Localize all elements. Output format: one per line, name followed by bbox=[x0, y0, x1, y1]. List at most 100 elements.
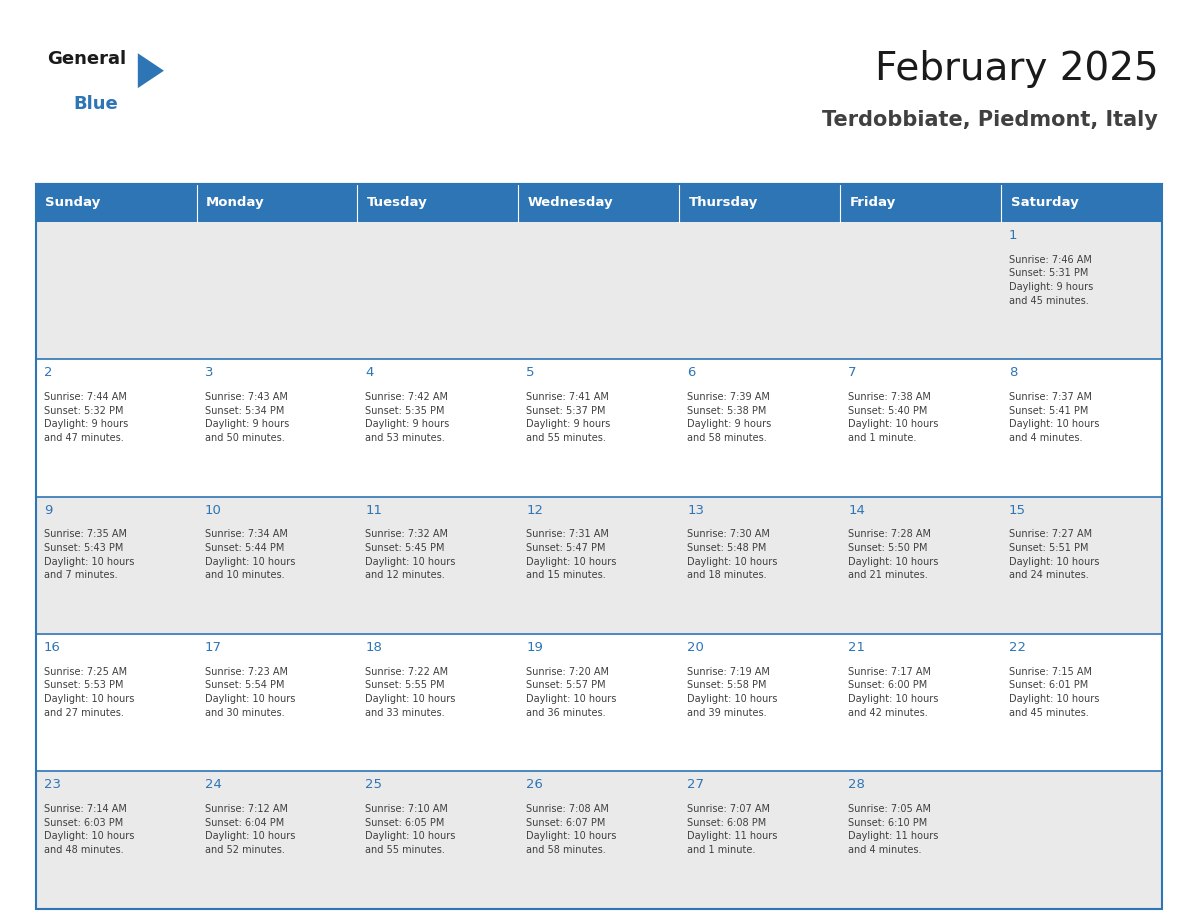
Bar bbox=[840, 360, 1001, 497]
Text: Sunrise: 7:10 AM
Sunset: 6:05 PM
Daylight: 10 hours
and 55 minutes.: Sunrise: 7:10 AM Sunset: 6:05 PM Dayligh… bbox=[366, 804, 456, 855]
Bar bbox=[196, 634, 358, 771]
Text: Friday: Friday bbox=[849, 196, 896, 209]
Bar bbox=[36, 634, 196, 771]
Text: 24: 24 bbox=[204, 778, 221, 791]
Text: Sunrise: 7:07 AM
Sunset: 6:08 PM
Daylight: 11 hours
and 1 minute.: Sunrise: 7:07 AM Sunset: 6:08 PM Dayligh… bbox=[687, 804, 778, 855]
Bar bbox=[36, 222, 196, 360]
Text: 14: 14 bbox=[848, 504, 865, 517]
Bar bbox=[1001, 360, 1162, 497]
Text: 20: 20 bbox=[687, 641, 704, 654]
Bar bbox=[196, 222, 358, 360]
Text: 26: 26 bbox=[526, 778, 543, 791]
Text: Sunrise: 7:08 AM
Sunset: 6:07 PM
Daylight: 10 hours
and 58 minutes.: Sunrise: 7:08 AM Sunset: 6:07 PM Dayligh… bbox=[526, 804, 617, 855]
Text: Blue: Blue bbox=[74, 95, 119, 113]
Text: Sunrise: 7:14 AM
Sunset: 6:03 PM
Daylight: 10 hours
and 48 minutes.: Sunrise: 7:14 AM Sunset: 6:03 PM Dayligh… bbox=[44, 804, 134, 855]
Text: 28: 28 bbox=[848, 778, 865, 791]
Bar bbox=[680, 634, 840, 771]
Bar bbox=[36, 184, 196, 222]
Bar bbox=[840, 634, 1001, 771]
Bar bbox=[358, 771, 518, 909]
Text: Sunrise: 7:28 AM
Sunset: 5:50 PM
Daylight: 10 hours
and 21 minutes.: Sunrise: 7:28 AM Sunset: 5:50 PM Dayligh… bbox=[848, 530, 939, 580]
Bar bbox=[196, 771, 358, 909]
Text: Sunrise: 7:42 AM
Sunset: 5:35 PM
Daylight: 9 hours
and 53 minutes.: Sunrise: 7:42 AM Sunset: 5:35 PM Dayligh… bbox=[366, 392, 450, 442]
Bar bbox=[680, 360, 840, 497]
Bar bbox=[36, 184, 1162, 909]
Bar bbox=[680, 184, 840, 222]
Bar bbox=[1001, 771, 1162, 909]
Bar bbox=[1001, 184, 1162, 222]
Text: Sunrise: 7:15 AM
Sunset: 6:01 PM
Daylight: 10 hours
and 45 minutes.: Sunrise: 7:15 AM Sunset: 6:01 PM Dayligh… bbox=[1009, 666, 1099, 718]
Bar bbox=[680, 771, 840, 909]
Text: Sunrise: 7:12 AM
Sunset: 6:04 PM
Daylight: 10 hours
and 52 minutes.: Sunrise: 7:12 AM Sunset: 6:04 PM Dayligh… bbox=[204, 804, 295, 855]
Text: 22: 22 bbox=[1009, 641, 1026, 654]
Bar bbox=[680, 222, 840, 360]
Text: Sunrise: 7:44 AM
Sunset: 5:32 PM
Daylight: 9 hours
and 47 minutes.: Sunrise: 7:44 AM Sunset: 5:32 PM Dayligh… bbox=[44, 392, 128, 442]
Text: Sunrise: 7:19 AM
Sunset: 5:58 PM
Daylight: 10 hours
and 39 minutes.: Sunrise: 7:19 AM Sunset: 5:58 PM Dayligh… bbox=[687, 666, 778, 718]
Text: Sunrise: 7:27 AM
Sunset: 5:51 PM
Daylight: 10 hours
and 24 minutes.: Sunrise: 7:27 AM Sunset: 5:51 PM Dayligh… bbox=[1009, 530, 1099, 580]
Bar bbox=[840, 497, 1001, 634]
Bar bbox=[358, 360, 518, 497]
Text: Sunrise: 7:30 AM
Sunset: 5:48 PM
Daylight: 10 hours
and 18 minutes.: Sunrise: 7:30 AM Sunset: 5:48 PM Dayligh… bbox=[687, 530, 778, 580]
Text: Sunrise: 7:41 AM
Sunset: 5:37 PM
Daylight: 9 hours
and 55 minutes.: Sunrise: 7:41 AM Sunset: 5:37 PM Dayligh… bbox=[526, 392, 611, 442]
Bar bbox=[196, 184, 358, 222]
Text: 15: 15 bbox=[1009, 504, 1026, 517]
Text: Sunrise: 7:32 AM
Sunset: 5:45 PM
Daylight: 10 hours
and 12 minutes.: Sunrise: 7:32 AM Sunset: 5:45 PM Dayligh… bbox=[366, 530, 456, 580]
Text: Sunrise: 7:39 AM
Sunset: 5:38 PM
Daylight: 9 hours
and 58 minutes.: Sunrise: 7:39 AM Sunset: 5:38 PM Dayligh… bbox=[687, 392, 771, 442]
Text: 8: 8 bbox=[1009, 366, 1017, 379]
Text: 21: 21 bbox=[848, 641, 865, 654]
Bar bbox=[358, 184, 518, 222]
Text: 11: 11 bbox=[366, 504, 383, 517]
Text: 18: 18 bbox=[366, 641, 383, 654]
Bar bbox=[358, 222, 518, 360]
Text: Tuesday: Tuesday bbox=[367, 196, 428, 209]
Text: Sunrise: 7:34 AM
Sunset: 5:44 PM
Daylight: 10 hours
and 10 minutes.: Sunrise: 7:34 AM Sunset: 5:44 PM Dayligh… bbox=[204, 530, 295, 580]
Text: February 2025: February 2025 bbox=[874, 50, 1158, 88]
Bar bbox=[518, 497, 680, 634]
Polygon shape bbox=[138, 53, 164, 88]
Text: 16: 16 bbox=[44, 641, 61, 654]
Bar bbox=[196, 497, 358, 634]
Bar bbox=[840, 222, 1001, 360]
Text: Wednesday: Wednesday bbox=[527, 196, 613, 209]
Text: Sunrise: 7:43 AM
Sunset: 5:34 PM
Daylight: 9 hours
and 50 minutes.: Sunrise: 7:43 AM Sunset: 5:34 PM Dayligh… bbox=[204, 392, 289, 442]
Text: Terdobbiate, Piedmont, Italy: Terdobbiate, Piedmont, Italy bbox=[822, 110, 1158, 130]
Text: 3: 3 bbox=[204, 366, 213, 379]
Text: 2: 2 bbox=[44, 366, 52, 379]
Bar bbox=[358, 634, 518, 771]
Text: 13: 13 bbox=[687, 504, 704, 517]
Text: 5: 5 bbox=[526, 366, 535, 379]
Text: 4: 4 bbox=[366, 366, 374, 379]
Text: Sunrise: 7:35 AM
Sunset: 5:43 PM
Daylight: 10 hours
and 7 minutes.: Sunrise: 7:35 AM Sunset: 5:43 PM Dayligh… bbox=[44, 530, 134, 580]
Text: Thursday: Thursday bbox=[689, 196, 758, 209]
Text: 10: 10 bbox=[204, 504, 221, 517]
Text: Saturday: Saturday bbox=[1011, 196, 1079, 209]
Bar bbox=[1001, 222, 1162, 360]
Text: Sunrise: 7:22 AM
Sunset: 5:55 PM
Daylight: 10 hours
and 33 minutes.: Sunrise: 7:22 AM Sunset: 5:55 PM Dayligh… bbox=[366, 666, 456, 718]
Bar bbox=[518, 184, 680, 222]
Text: Sunrise: 7:46 AM
Sunset: 5:31 PM
Daylight: 9 hours
and 45 minutes.: Sunrise: 7:46 AM Sunset: 5:31 PM Dayligh… bbox=[1009, 254, 1093, 306]
Text: 12: 12 bbox=[526, 504, 543, 517]
Text: General: General bbox=[48, 50, 127, 69]
Text: 17: 17 bbox=[204, 641, 222, 654]
Bar bbox=[196, 360, 358, 497]
Text: Monday: Monday bbox=[207, 196, 265, 209]
Bar bbox=[518, 222, 680, 360]
Text: 7: 7 bbox=[848, 366, 857, 379]
Text: Sunrise: 7:25 AM
Sunset: 5:53 PM
Daylight: 10 hours
and 27 minutes.: Sunrise: 7:25 AM Sunset: 5:53 PM Dayligh… bbox=[44, 666, 134, 718]
Bar bbox=[1001, 497, 1162, 634]
Text: Sunrise: 7:23 AM
Sunset: 5:54 PM
Daylight: 10 hours
and 30 minutes.: Sunrise: 7:23 AM Sunset: 5:54 PM Dayligh… bbox=[204, 666, 295, 718]
Bar bbox=[36, 497, 196, 634]
Bar bbox=[840, 184, 1001, 222]
Text: Sunrise: 7:20 AM
Sunset: 5:57 PM
Daylight: 10 hours
and 36 minutes.: Sunrise: 7:20 AM Sunset: 5:57 PM Dayligh… bbox=[526, 666, 617, 718]
Bar bbox=[36, 360, 196, 497]
Text: 6: 6 bbox=[687, 366, 696, 379]
Bar bbox=[518, 771, 680, 909]
Text: Sunrise: 7:05 AM
Sunset: 6:10 PM
Daylight: 11 hours
and 4 minutes.: Sunrise: 7:05 AM Sunset: 6:10 PM Dayligh… bbox=[848, 804, 939, 855]
Text: 19: 19 bbox=[526, 641, 543, 654]
Bar bbox=[518, 634, 680, 771]
Text: 23: 23 bbox=[44, 778, 61, 791]
Bar bbox=[1001, 634, 1162, 771]
Text: Sunrise: 7:38 AM
Sunset: 5:40 PM
Daylight: 10 hours
and 1 minute.: Sunrise: 7:38 AM Sunset: 5:40 PM Dayligh… bbox=[848, 392, 939, 442]
Text: 27: 27 bbox=[687, 778, 704, 791]
Bar bbox=[358, 497, 518, 634]
